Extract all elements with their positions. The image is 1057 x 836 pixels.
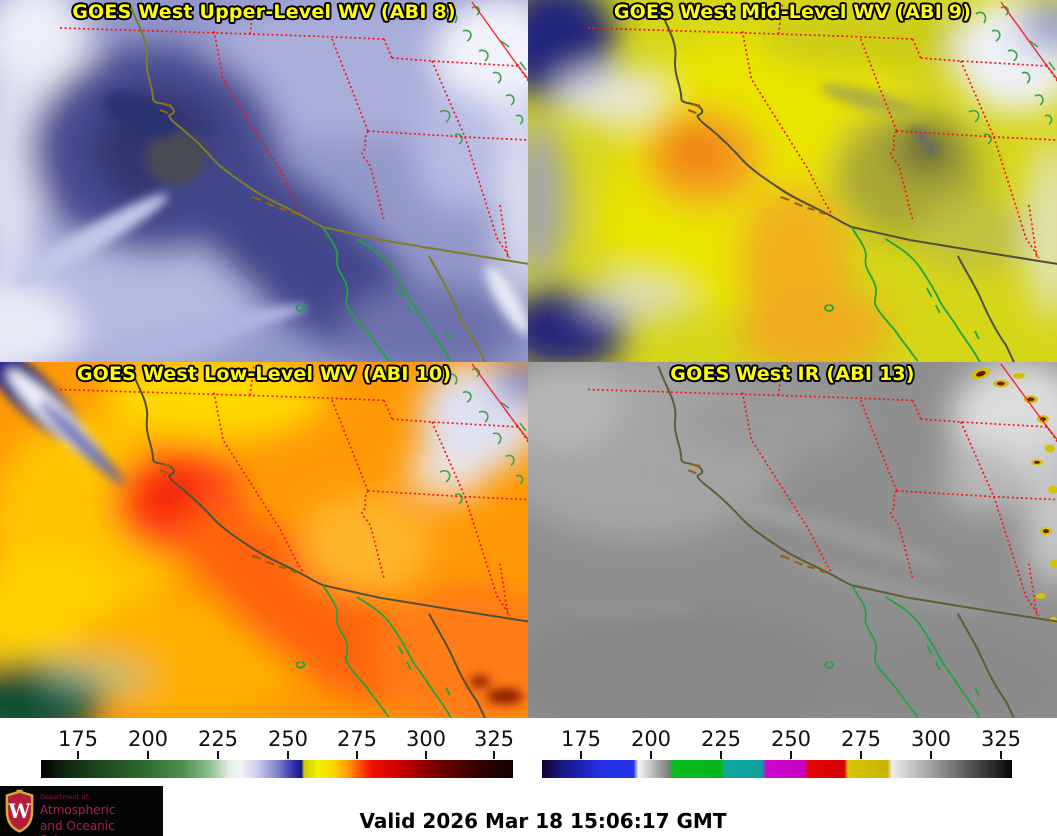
colorbar-gradient-ir <box>542 760 1012 778</box>
colorbar-tick-label: 200 <box>630 727 672 751</box>
satellite-image-abi9 <box>528 0 1057 362</box>
logo-line-oceanic: and Oceanic Sciences <box>40 819 115 836</box>
colorbar-tick-label: 175 <box>560 727 602 751</box>
panel-low-level-wv: GOES West Low-Level WV (ABI 10) <box>0 362 528 718</box>
panel-title-abi9: GOES West Mid-Level WV (ABI 9) <box>613 1 972 23</box>
colorbar-tick-label: 275 <box>336 727 378 751</box>
colorbar-gradient-wv <box>41 760 513 778</box>
satellite-image-abi8 <box>0 0 528 362</box>
valid-timestamp: Valid 2026 Mar 18 15:06:17 GMT <box>359 809 727 833</box>
logo-line-atmospheric: Atmospheric <box>40 803 116 817</box>
colorbar-tick-label: 325 <box>980 727 1022 751</box>
colorbar-tick-label: 175 <box>57 727 99 751</box>
colorbar-tick-label: 225 <box>700 727 742 751</box>
panel-ir: GOES West IR (ABI 13) <box>528 362 1057 718</box>
colorbar-tick-label: 225 <box>197 727 239 751</box>
colorbar-tick-label: 200 <box>127 727 169 751</box>
panel-title-abi10: GOES West Low-Level WV (ABI 10) <box>76 363 452 385</box>
colorbar-tick-label: 325 <box>473 727 515 751</box>
satellite-image-abi13 <box>528 362 1057 718</box>
svg-text:W: W <box>8 800 32 823</box>
colorbar-tick-label: 250 <box>267 727 309 751</box>
logo-dept-line: Department of <box>40 793 88 801</box>
colorbar-tick-label: 300 <box>910 727 952 751</box>
uw-aos-logo: W Department of Atmospheric and Oceanic … <box>0 786 163 836</box>
panel-upper-level-wv: GOES West Upper-Level WV (ABI 8) <box>0 0 528 362</box>
satellite-image-abi10 <box>0 362 528 718</box>
colorbar-tick-label: 300 <box>405 727 447 751</box>
panel-title-abi8: GOES West Upper-Level WV (ABI 8) <box>72 1 456 23</box>
panel-title-abi13: GOES West IR (ABI 13) <box>670 363 915 385</box>
colorbar-tick-label: 250 <box>770 727 812 751</box>
uw-crest-icon: W <box>5 789 34 833</box>
panel-mid-level-wv: GOES West Mid-Level WV (ABI 9) <box>528 0 1057 362</box>
colorbar-tick-label: 275 <box>840 727 882 751</box>
